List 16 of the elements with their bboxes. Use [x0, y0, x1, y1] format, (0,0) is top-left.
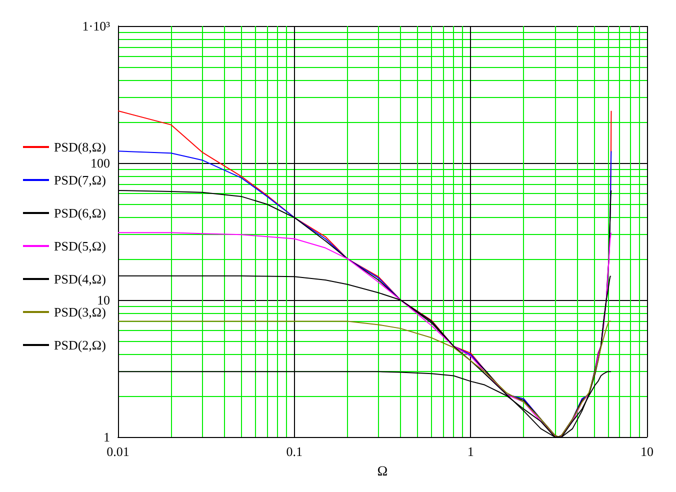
x-tick-label: 1: [467, 444, 474, 459]
x-tick-label: 0.01: [106, 444, 130, 459]
legend-label: PSD(4,Ω): [54, 272, 106, 286]
x-tick-label: 0.1: [286, 444, 302, 459]
legend-label: PSD(2,Ω): [54, 338, 106, 352]
legend-label: PSD(8,Ω): [54, 140, 106, 154]
y-tick-label: 10: [97, 292, 110, 308]
legend-label: PSD(3,Ω): [54, 304, 106, 320]
x-axis-title: Ω: [377, 464, 388, 480]
legend-label: PSD(6,Ω): [54, 206, 106, 220]
legend-label: PSD(5,Ω): [54, 238, 106, 254]
legend-label: PSD(7,Ω): [54, 172, 106, 188]
y-tick-label: 1: [104, 430, 110, 444]
y-tick-label: 100: [90, 156, 110, 170]
x-tick-label: 10: [640, 444, 654, 459]
y-tick-label: 1·10³: [82, 18, 110, 34]
